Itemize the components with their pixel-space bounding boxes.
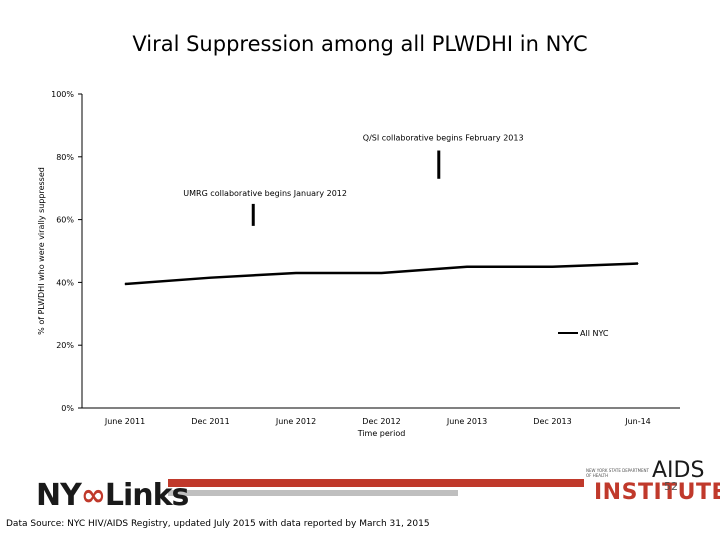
x-axis-label: Time period — [357, 429, 406, 438]
legend: All NYC — [558, 329, 609, 338]
annotation-layer: UMRG collaborative begins January 2012 Q/… — [183, 134, 524, 226]
data-point — [552, 266, 553, 268]
footer-bars — [168, 479, 584, 496]
y-tick-label: 40% — [56, 278, 74, 287]
x-tick-label: Dec 2013 — [533, 417, 571, 426]
series-layer — [124, 262, 639, 286]
x-tick-label: June 2013 — [446, 417, 487, 426]
data-point — [637, 263, 639, 265]
data-point — [295, 272, 297, 274]
y-tick-label: 20% — [56, 341, 74, 350]
chain-link-icon: ∞ — [80, 478, 106, 513]
x-tick-label: Dec 2012 — [362, 417, 400, 426]
nylinks-logo: NY∞Links — [36, 478, 190, 513]
x-tick-labels: June 2011 Dec 2011 June 2012 Dec 2012 June 2… — [104, 417, 651, 438]
chart-axes — [81, 94, 680, 409]
data-point — [381, 272, 382, 274]
institute-logo-word: INSTITUTE — [594, 480, 720, 505]
y-tick-label: 100% — [51, 90, 74, 99]
series-line-all-nyc — [124, 262, 639, 286]
data-source-note: Data Source: NYC HIV/AIDS Registry, upda… — [6, 519, 430, 529]
data-point — [210, 277, 211, 279]
x-tick-label: June 2011 — [104, 417, 145, 426]
nylinks-logo-suffix: Links — [104, 478, 190, 513]
annotation-label: UMRG collaborative begins January 2012 — [183, 189, 347, 198]
y-axis-label: % of PLWDHI who were virally suppressed — [37, 167, 46, 335]
x-tick-label: Dec 2011 — [191, 417, 229, 426]
page-number: 52 — [664, 480, 678, 493]
y-tick-labels: 0% 20% 40% 60% 80% 100% % of PLWDHI who were v… — [37, 90, 82, 413]
footer-red-bar — [168, 479, 584, 487]
x-tick-label: Jun-14 — [624, 417, 651, 426]
aids-institute-small-text: NEW YORK STATE DEPARTMENT OF HEALTH — [586, 468, 649, 478]
legend-label-all-nyc: All NYC — [580, 329, 609, 338]
nylinks-logo-prefix: NY — [36, 478, 82, 513]
data-point — [124, 283, 126, 285]
aids-logo-word: AIDS — [652, 458, 705, 483]
chart-title: Viral Suppression among all PLWDHI in NY… — [132, 32, 588, 56]
y-tick-label: 60% — [56, 216, 74, 225]
y-tick-label: 0% — [61, 404, 74, 413]
footer-gray-bar — [168, 490, 458, 496]
annotation-label: Q/SI collaborative begins February 2013 — [363, 134, 524, 143]
y-tick-label: 80% — [56, 153, 74, 162]
x-tick-label: June 2012 — [275, 417, 316, 426]
data-point — [466, 266, 468, 268]
